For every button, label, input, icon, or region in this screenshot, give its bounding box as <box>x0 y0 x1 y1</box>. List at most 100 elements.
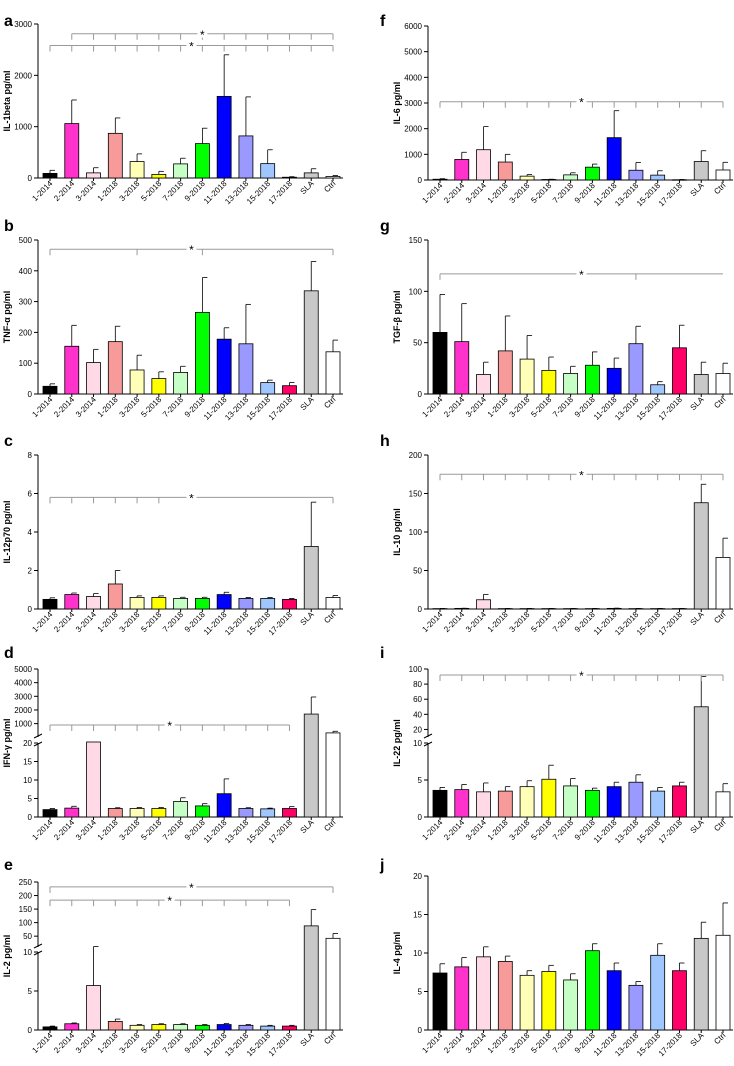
x-tick-label: 5-2018 <box>139 395 163 419</box>
bar <box>86 741 101 818</box>
x-tick-label: 1-2014 <box>420 181 444 205</box>
x-tick-label: 17-2018 <box>657 1031 685 1059</box>
bar <box>216 793 232 818</box>
bar <box>238 343 254 395</box>
x-tick-label: 17-2018 <box>267 1031 295 1059</box>
y-tick-label: 15 <box>413 911 422 920</box>
x-tick-label: 5-2018 <box>139 1031 163 1055</box>
y-tick-label: 0 <box>28 390 33 399</box>
x-tick-label: 1-2014 <box>420 610 444 634</box>
significance-star: * <box>579 96 584 110</box>
bar <box>282 176 297 179</box>
y-tick-label: 0 <box>28 174 33 183</box>
y-tick-label: 200 <box>19 328 33 337</box>
y-tick-label: 10 <box>23 776 32 785</box>
bar <box>194 1024 210 1031</box>
x-tick-label: SLA <box>689 181 707 199</box>
x-tick-label: Ctrl <box>322 610 337 625</box>
axis-break-mark <box>33 741 43 747</box>
y-axis-title: IL-22 pg/ml <box>392 719 402 767</box>
y-tick-label: 20 <box>413 725 422 734</box>
x-tick-label: 3-2014 <box>464 818 488 842</box>
y-tick-label: 6000 <box>404 22 422 31</box>
bar <box>129 161 145 179</box>
x-tick-label: 17-2018 <box>657 818 685 846</box>
bar <box>650 384 666 395</box>
bar <box>519 358 535 395</box>
x-tick-label: 3-2018 <box>118 395 142 419</box>
bar <box>216 338 232 395</box>
bar <box>715 373 731 395</box>
bar <box>497 161 513 181</box>
bar <box>715 557 731 610</box>
significance-mask <box>186 490 197 502</box>
bar <box>173 372 189 395</box>
x-tick-label: 17-2018 <box>267 818 295 846</box>
bar <box>86 362 101 395</box>
panel-label: a <box>4 13 13 30</box>
y-tick-label: 150 <box>409 236 423 245</box>
bar <box>325 351 341 395</box>
bar <box>173 1024 189 1031</box>
panel-d: d IFN-γ pg/ml 0 5 10 15 20 1000 2000 3000 4000 5000… <box>2 645 343 845</box>
bar <box>107 341 123 395</box>
bar <box>173 163 189 179</box>
y-tick-label: 5 <box>28 987 33 996</box>
bar <box>151 378 167 395</box>
x-tick-label: SLA <box>299 1031 317 1049</box>
bar <box>693 706 709 818</box>
bar <box>672 347 687 395</box>
x-tick-label: Ctrl <box>322 818 337 833</box>
bar <box>303 925 319 1031</box>
bar <box>64 594 80 610</box>
bar <box>715 791 731 818</box>
bar <box>563 785 579 818</box>
bar <box>693 374 709 395</box>
x-tick-label: 5-2018 <box>529 610 553 634</box>
bar <box>650 954 666 1031</box>
significance-mask <box>576 668 587 680</box>
significance-star: * <box>167 894 172 908</box>
y-tick-label: 0 <box>28 1026 33 1035</box>
y-tick-label: 3000 <box>404 99 422 108</box>
y-axis-title: IL-4 pg/ml <box>392 932 402 975</box>
bar <box>216 95 232 179</box>
bar <box>64 1023 80 1031</box>
bar <box>519 786 535 818</box>
bar <box>693 937 709 1031</box>
panel-a: a IL-1beta pg/ml 0 1000 2000 3000 1-20142-2014… <box>2 13 343 206</box>
x-tick-label: 5-2018 <box>529 395 553 419</box>
x-tick-label: 1-2014 <box>420 395 444 419</box>
y-axis-title: IL-6 pg/ml <box>392 82 402 125</box>
x-tick-label: 3-2014 <box>74 818 98 842</box>
bar <box>260 1025 276 1031</box>
x-tick-label: 1-2018 <box>486 818 510 842</box>
bar <box>303 172 319 179</box>
y-tick-label: 6 <box>28 490 33 499</box>
x-tick-label: SLA <box>689 818 707 836</box>
y-tick-label: 0 <box>418 176 423 185</box>
bar <box>650 174 666 181</box>
y-tick-label: 15 <box>23 758 32 767</box>
bar <box>42 385 58 395</box>
x-tick-label: 17-2018 <box>267 179 295 207</box>
x-tick-label: 1-2018 <box>96 610 120 634</box>
x-tick-label: Ctrl <box>712 395 727 410</box>
x-tick-label: SLA <box>299 179 317 197</box>
bar <box>584 166 600 181</box>
bar <box>325 937 341 1031</box>
panel-e: e IL-2 pg/ml 0 5 10 50 100 150 200 250 1-20142-201… <box>2 857 343 1058</box>
x-tick-label: 1-2018 <box>486 395 510 419</box>
x-tick-label: 3-2014 <box>74 395 98 419</box>
bar <box>325 176 341 179</box>
bar <box>64 807 80 818</box>
bar <box>107 132 123 179</box>
y-tick-label: 100 <box>19 919 33 928</box>
y-tick-label: 100 <box>19 359 33 368</box>
significance-mask <box>576 467 587 479</box>
bar <box>541 369 557 395</box>
x-tick-label: Ctrl <box>322 1031 337 1046</box>
x-tick-label: 7-2018 <box>161 1031 185 1055</box>
significance-star: * <box>167 719 172 733</box>
